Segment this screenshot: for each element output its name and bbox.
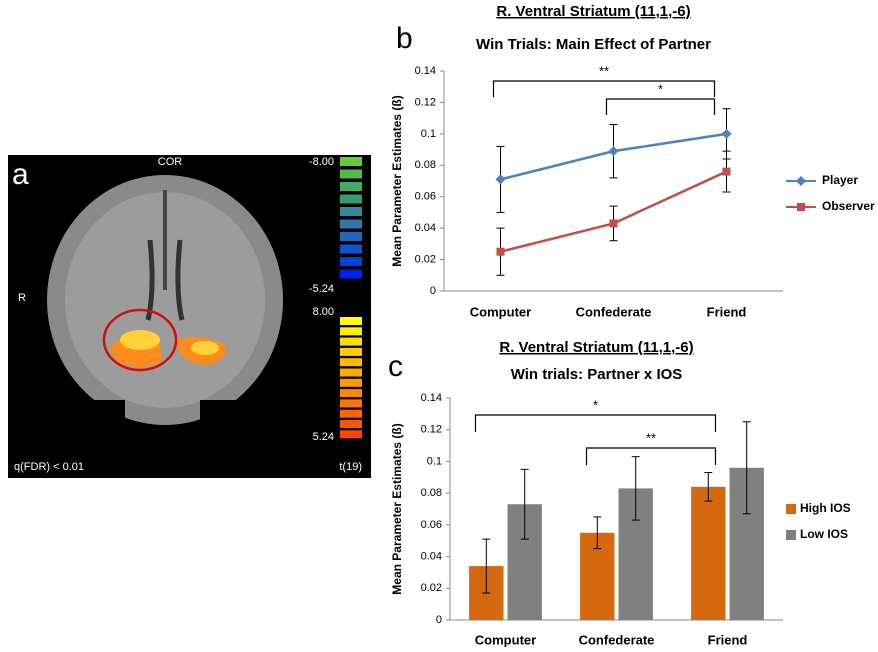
- legend-label: Observer: [822, 199, 875, 213]
- bar: [691, 487, 725, 620]
- colorbar-label: 5.24: [313, 431, 334, 443]
- chart-subtitle: Win Trials: Main Effect of Partner: [476, 36, 711, 53]
- colorbar-swatch: [340, 430, 362, 438]
- chart-subtitle: Win trials: Partner x IOS: [511, 366, 683, 383]
- brain-panel: a COR R q(FDR) < 0.01 t(19) -8.00 -5.24 …: [8, 155, 371, 478]
- colorbar-swatch: [340, 207, 362, 216]
- y-axis-label: Mean Parameter Estimates (ß): [390, 95, 404, 266]
- colorbar-swatch: [340, 245, 362, 254]
- marker: [496, 174, 506, 184]
- x-tick-label: Friend: [708, 632, 748, 647]
- x-tick-label: Computer: [475, 632, 536, 647]
- colorbar-swatch: [340, 170, 362, 179]
- panel-letter: b: [396, 22, 413, 55]
- y-axis-label: Mean Parameter Estimates (ß): [390, 423, 404, 594]
- y-tick-label: 0.08: [421, 487, 442, 499]
- legend-label: High IOS: [800, 501, 851, 515]
- colorbar-swatch: [340, 379, 362, 387]
- view-label: COR: [158, 156, 183, 168]
- marker: [797, 203, 805, 211]
- significance-bracket: [476, 415, 716, 432]
- y-tick-label: 0.06: [421, 519, 442, 531]
- y-tick-label: 0.14: [415, 65, 436, 77]
- significance-label: **: [646, 430, 656, 445]
- y-tick-label: 0.04: [421, 550, 442, 562]
- y-tick-label: 0: [436, 614, 442, 626]
- marker: [497, 248, 505, 256]
- colorbar-swatch: [340, 369, 362, 377]
- marker: [610, 219, 618, 227]
- colorbar-swatch: [340, 399, 362, 407]
- activation-peak: [120, 330, 160, 350]
- y-tick-label: 0.1: [421, 128, 436, 140]
- side-label: R: [18, 292, 26, 304]
- colorbar-swatch: [340, 195, 362, 204]
- y-tick-label: 0.08: [415, 159, 436, 171]
- legend-swatch: [786, 530, 796, 540]
- colorbar-swatch: [340, 420, 362, 428]
- gap: [200, 400, 255, 460]
- threshold-label: q(FDR) < 0.01: [14, 461, 84, 473]
- panel-letter: c: [388, 350, 403, 383]
- x-tick-label: Computer: [470, 304, 531, 319]
- colorbar-swatch: [340, 327, 362, 335]
- colorbar-swatch: [340, 389, 362, 397]
- y-tick-label: 0.12: [421, 424, 442, 436]
- y-tick-label: 0.02: [415, 253, 436, 265]
- colorbar-swatch: [340, 410, 362, 418]
- page: a COR R q(FDR) < 0.01 t(19) -8.00 -5.24 …: [0, 0, 878, 652]
- marker: [609, 146, 619, 156]
- colorbar-label: 8.00: [313, 306, 334, 318]
- legend-label: Player: [822, 173, 858, 187]
- y-tick-label: 0: [430, 285, 436, 297]
- colorbar-swatch: [340, 270, 362, 279]
- x-tick-label: Confederate: [576, 304, 652, 319]
- y-tick-label: 0.14: [421, 392, 442, 404]
- figure: a COR R q(FDR) < 0.01 t(19) -8.00 -5.24 …: [0, 0, 878, 652]
- y-tick-label: 0.02: [421, 582, 442, 594]
- activation-peak: [191, 341, 219, 355]
- significance-label: *: [593, 397, 598, 412]
- chart-title: R. Ventral Striatum (11,1,-6): [499, 339, 693, 356]
- legend-label: Low IOS: [800, 527, 848, 541]
- colorbar-swatch: [340, 182, 362, 191]
- colorbar-swatch: [340, 157, 362, 166]
- significance-bracket: [607, 99, 715, 115]
- colorbar-swatch: [340, 358, 362, 366]
- colorbar-swatch: [340, 348, 362, 356]
- colorbar-label: -8.00: [309, 156, 334, 168]
- x-tick-label: Friend: [707, 304, 747, 319]
- y-tick-label: 0.06: [415, 191, 436, 203]
- significance-bracket: [587, 448, 716, 465]
- marker: [722, 129, 732, 139]
- colorbar-label: -5.24: [309, 283, 334, 295]
- marker: [723, 168, 731, 176]
- colorbar-swatch: [340, 232, 362, 241]
- marker: [796, 176, 806, 186]
- colorbar-swatch: [340, 317, 362, 325]
- significance-label: *: [658, 81, 663, 96]
- chart-title: R. Ventral Striatum (11,1,-6): [496, 3, 690, 20]
- panel-letter: a: [12, 158, 29, 191]
- colorbar-swatch: [340, 338, 362, 346]
- x-tick-label: Confederate: [579, 632, 655, 647]
- significance-bracket: [494, 81, 715, 97]
- y-tick-label: 0.1: [427, 455, 442, 467]
- legend-swatch: [786, 504, 796, 514]
- gap: [70, 400, 125, 460]
- colorbar-swatch: [340, 220, 362, 229]
- statistic-label: t(19): [339, 461, 362, 473]
- y-tick-label: 0.04: [415, 222, 436, 234]
- significance-label: **: [599, 63, 609, 78]
- colorbar-swatch: [340, 257, 362, 266]
- y-tick-label: 0.12: [415, 96, 436, 108]
